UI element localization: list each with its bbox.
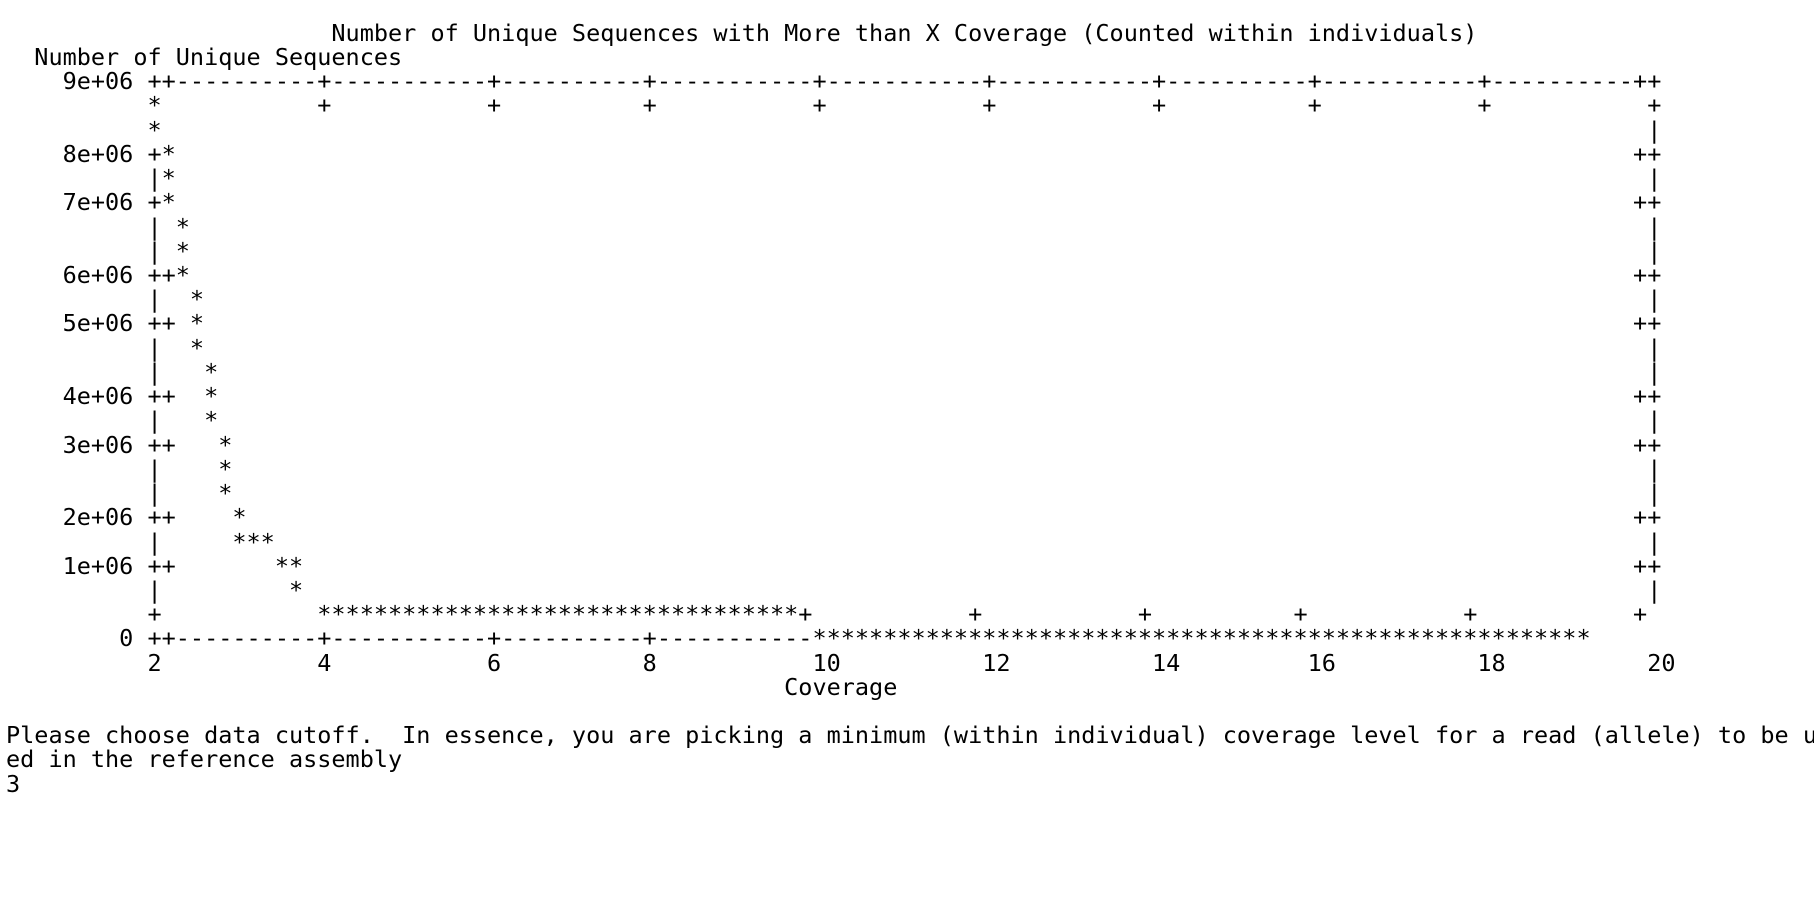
y-axis-label: Number of Unique Sequences bbox=[6, 43, 403, 71]
plot-row: 4e+06 ++ * ++ bbox=[6, 382, 1662, 410]
plot-title: Number of Unique Sequences with More tha… bbox=[6, 19, 1478, 47]
x-tick-labels: 2 4 6 8 10 12 14 16 18 20 bbox=[6, 649, 1676, 677]
plot-row: 2e+06 ++ * ++ bbox=[6, 503, 1662, 531]
plot-row: | * | bbox=[6, 455, 1662, 483]
plot-row: 6e+06 ++* ++ bbox=[6, 261, 1662, 289]
plot-row: | * | bbox=[6, 406, 1662, 434]
plot-row: | *** | bbox=[6, 528, 1662, 556]
plot-row: 5e+06 ++ * ++ bbox=[6, 309, 1662, 337]
plot-row: | * | bbox=[6, 334, 1662, 362]
plot-row: * + + + + + + + + + bbox=[6, 91, 1662, 119]
prompt-text-line-1: Please choose data cutoff. In essence, y… bbox=[6, 721, 1814, 749]
plot-row: 8e+06 +* ++ bbox=[6, 140, 1662, 168]
plot-row: | * | bbox=[6, 285, 1662, 313]
plot-row: 7e+06 +* ++ bbox=[6, 188, 1662, 216]
plot-row: 1e+06 ++ ** ++ bbox=[6, 552, 1662, 580]
user-input-line[interactable]: 3 bbox=[6, 770, 21, 798]
plot-row: * | bbox=[6, 116, 1662, 144]
plot-row: |* | bbox=[6, 164, 1662, 192]
plot-row: 0 ++----------+-----------+----------+--… bbox=[6, 624, 1591, 652]
plot-row: 9e+06 ++----------+-----------+---------… bbox=[6, 67, 1662, 95]
plot-row: | * | bbox=[6, 237, 1662, 265]
plot-row: | * | bbox=[6, 213, 1662, 241]
plot-row: | * | bbox=[6, 479, 1662, 507]
prompt-text-line-2: ed in the reference assembly bbox=[6, 745, 403, 773]
x-axis-label: Coverage bbox=[6, 673, 898, 701]
plot-row: | * | bbox=[6, 358, 1662, 386]
plot-row: | * | bbox=[6, 576, 1662, 604]
plot-row: + **********************************+ + … bbox=[6, 600, 1648, 628]
plot-row: 3e+06 ++ * ++ bbox=[6, 431, 1662, 459]
